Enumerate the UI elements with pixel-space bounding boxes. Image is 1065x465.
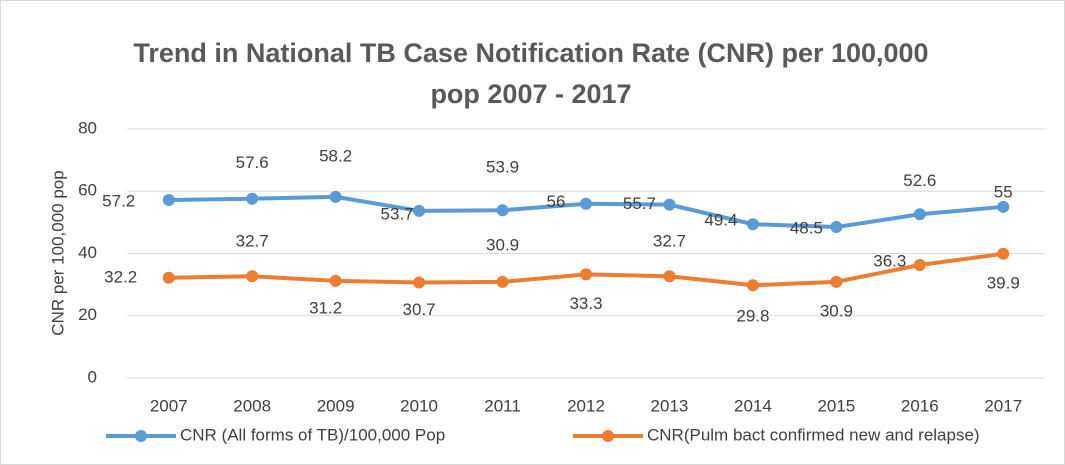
y-tick-label: 80	[78, 118, 97, 137]
x-tick-label: 2008	[233, 396, 271, 415]
y-tick-label: 0	[88, 367, 97, 386]
marker	[580, 268, 592, 281]
data-label: 53.7	[381, 204, 414, 223]
data-label: 30.7	[403, 300, 436, 319]
data-label: 39.9	[987, 273, 1020, 292]
marker	[329, 274, 342, 287]
data-label: 57.2	[102, 191, 135, 210]
data-label: 32.7	[653, 232, 686, 251]
data-label: 52.6	[903, 171, 936, 190]
marker	[746, 218, 759, 231]
marker	[997, 247, 1010, 260]
marker	[913, 208, 926, 221]
x-tick-label: 2009	[317, 396, 355, 415]
marker	[663, 198, 676, 211]
data-label: 30.9	[486, 235, 519, 254]
x-tick-label: 2012	[567, 396, 605, 415]
data-label: 32.7	[236, 232, 269, 251]
data-label: 29.8	[736, 307, 769, 326]
marker	[496, 275, 509, 288]
x-tick-label: 2015	[817, 396, 855, 415]
y-axis-label: CNR per 100,000 pop	[48, 170, 67, 335]
x-tick-label: 2014	[734, 396, 772, 415]
legend-label: CNR(Pulm bact confirmed new and relapse)	[647, 425, 980, 444]
data-label: 49.4	[704, 211, 737, 230]
data-label: 56	[547, 192, 566, 211]
y-tick-label: 20	[78, 305, 97, 324]
data-label: 58.2	[319, 146, 352, 165]
data-label: 33.3	[569, 294, 602, 313]
x-tick-label: 2013	[651, 396, 689, 415]
x-tick-label: 2017	[984, 396, 1022, 415]
y-tick-label: 40	[78, 243, 97, 262]
marker	[162, 271, 175, 284]
data-label: 55.7	[623, 194, 656, 213]
marker	[246, 192, 259, 205]
marker	[830, 221, 843, 234]
marker	[830, 275, 843, 288]
data-label: 55	[994, 182, 1013, 201]
marker	[413, 276, 426, 289]
marker	[246, 270, 259, 283]
data-label: 36.3	[873, 252, 906, 271]
marker	[663, 270, 676, 283]
marker	[580, 197, 592, 210]
x-tick-label: 2016	[901, 396, 939, 415]
data-label: 32.2	[104, 267, 137, 286]
legend-label: CNR (All forms of TB)/100,000 Pop	[180, 425, 445, 444]
x-tick-label: 2011	[484, 396, 521, 415]
marker	[997, 200, 1010, 213]
marker	[329, 190, 342, 203]
data-label: 31.2	[309, 298, 342, 317]
marker	[913, 259, 926, 272]
marker	[162, 193, 175, 206]
data-label: 48.5	[790, 219, 823, 238]
marker	[746, 279, 759, 292]
data-label: 30.9	[820, 301, 853, 320]
marker	[496, 204, 509, 217]
data-label: 53.9	[486, 158, 519, 177]
x-tick-label: 2010	[400, 396, 438, 415]
data-label: 57.6	[236, 153, 269, 172]
marker	[413, 204, 426, 217]
legend-marker	[135, 430, 147, 442]
legend-marker	[602, 430, 614, 442]
x-tick-label: 2007	[150, 396, 188, 415]
chart-title: Trend in National TB Case Notification R…	[133, 38, 929, 109]
y-tick-label: 60	[78, 181, 97, 200]
